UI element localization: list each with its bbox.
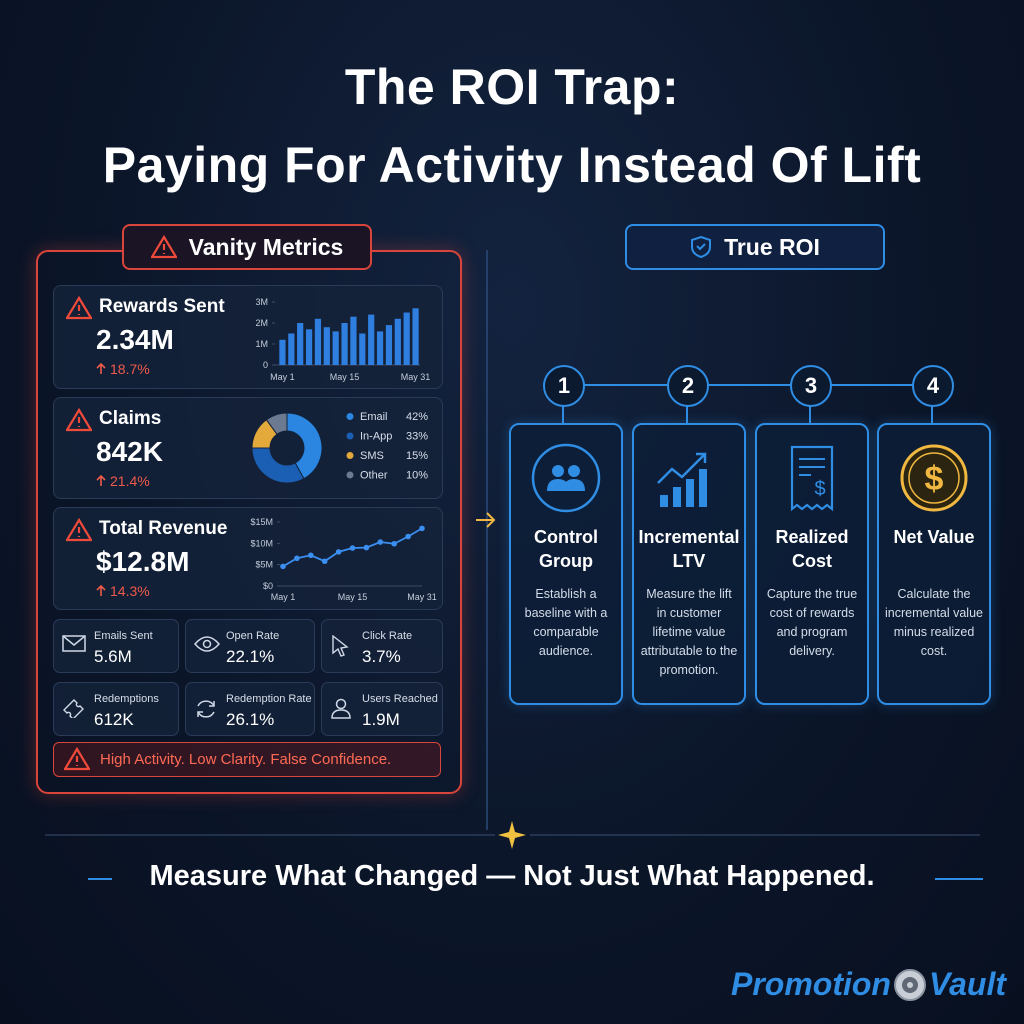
step-number: 1 [543,365,585,407]
tile-value: 1.9M [362,710,400,729]
metric-change: 21.4% [110,473,150,489]
step-description: Establish a baseline with a comparable a… [524,587,608,658]
step-number: 4 [912,365,954,407]
metric-card: Rewards Sent 2.34M 18.7% [53,285,443,389]
stat-tile: Redemption Rate 26.1% [185,682,315,736]
brand-left: Promotion [730,966,891,1002]
tile-value: 612K [94,710,134,729]
step-title: Incremental LTV [638,527,740,571]
warning-icon [66,518,92,542]
step-card: Incremental LTV Measure the lift in cust… [632,423,746,705]
svg-text:$: $ [814,478,825,500]
svg-text:$: $ [925,460,944,498]
vanity-badge: Vanity Metrics [122,224,372,270]
coin-icon: $ [900,444,968,512]
tile-value: 5.6M [94,647,132,666]
tile-value: 3.7% [362,647,401,666]
stat-tile: Emails Sent 5.6M [53,619,179,673]
stat-tile: Click Rate 3.7% [321,619,443,673]
metric-change: 14.3% [110,583,150,599]
metric-value: 842K [96,436,163,467]
tile-value: 26.1% [226,710,275,729]
step-number: 2 [667,365,709,407]
title-line: The ROI Trap: [344,59,680,115]
metric-card: Total Revenue $12.8M 14.3% [53,507,443,610]
vault-dial [893,968,926,1001]
refresh-icon [197,700,215,718]
metric-change: 18.7% [110,361,150,377]
warning-icon [66,296,92,320]
warning-icon [64,747,90,771]
warning-icon [150,235,177,259]
group-icon [531,443,601,513]
tile-label: Redemptions [94,693,159,705]
stat-tile: Redemptions 612K [53,682,179,736]
metric-card: Claims 842K 21.4% [53,397,443,499]
step-description: Calculate the incremental value minus re… [885,587,983,658]
step-card: Control Group Establish a baseline with … [509,423,623,705]
tile-label: Redemption Rate [226,693,312,705]
tile-value: 22.1% [226,647,275,666]
roi-badge: True ROI [625,224,885,270]
up-arrow [96,475,106,486]
step-title: Realized Cost [775,527,849,571]
step-card: $ Realized Cost Capture the true cost of… [755,423,869,705]
mail-icon [62,635,86,652]
step-card: $ Net Value Calculate the incremental va… [877,423,991,705]
stat-tile: Open Rate 22.1% [185,619,315,673]
eye-icon [194,636,220,652]
warning-icon [66,408,92,432]
brand-right: Vault [928,966,1006,1002]
step-title: Net Value [893,527,975,547]
cursor-icon [332,635,349,657]
badge-text: Vanity Metrics [188,233,344,260]
tile-label: Open Rate [226,630,280,642]
receipt-icon: $ [790,445,834,512]
step-title: Control Group [534,527,598,571]
brand: Promotion Vault [731,966,1006,1003]
up-arrow [96,363,106,374]
tile-label: Emails Sent [94,630,153,642]
divider [476,250,496,830]
tile-label: Users Reached [362,693,438,705]
user-icon [331,698,351,719]
metric-label: Rewards Sent [99,296,225,317]
title-line: Paying For Activity Instead Of Lift [102,137,922,193]
growth-icon [657,452,707,507]
step-description: Measure the lift in customer lifetime va… [640,587,738,677]
metric-label: Total Revenue [99,518,228,539]
warning-bar: High Activity. Low Clarity. False Confid… [53,742,441,777]
metric-value: 2.34M [96,324,174,355]
step-number: 3 [790,365,832,407]
ticket-icon [63,699,84,718]
metric-label: Claims [99,408,162,429]
tile-label: Click Rate [362,630,413,642]
metric-value: $12.8M [96,546,190,577]
badge-text: True ROI [724,233,820,260]
shield-icon [691,235,712,259]
footer-ornament [45,821,983,880]
up-arrow [96,585,106,596]
step-description: Capture the true cost of rewards and pro… [766,587,858,658]
warning-text: High Activity. Low Clarity. False Confid… [100,751,392,768]
tagline: Measure What Changed — Not Just What Hap… [149,860,875,892]
stat-tile: Users Reached 1.9M [321,682,443,736]
